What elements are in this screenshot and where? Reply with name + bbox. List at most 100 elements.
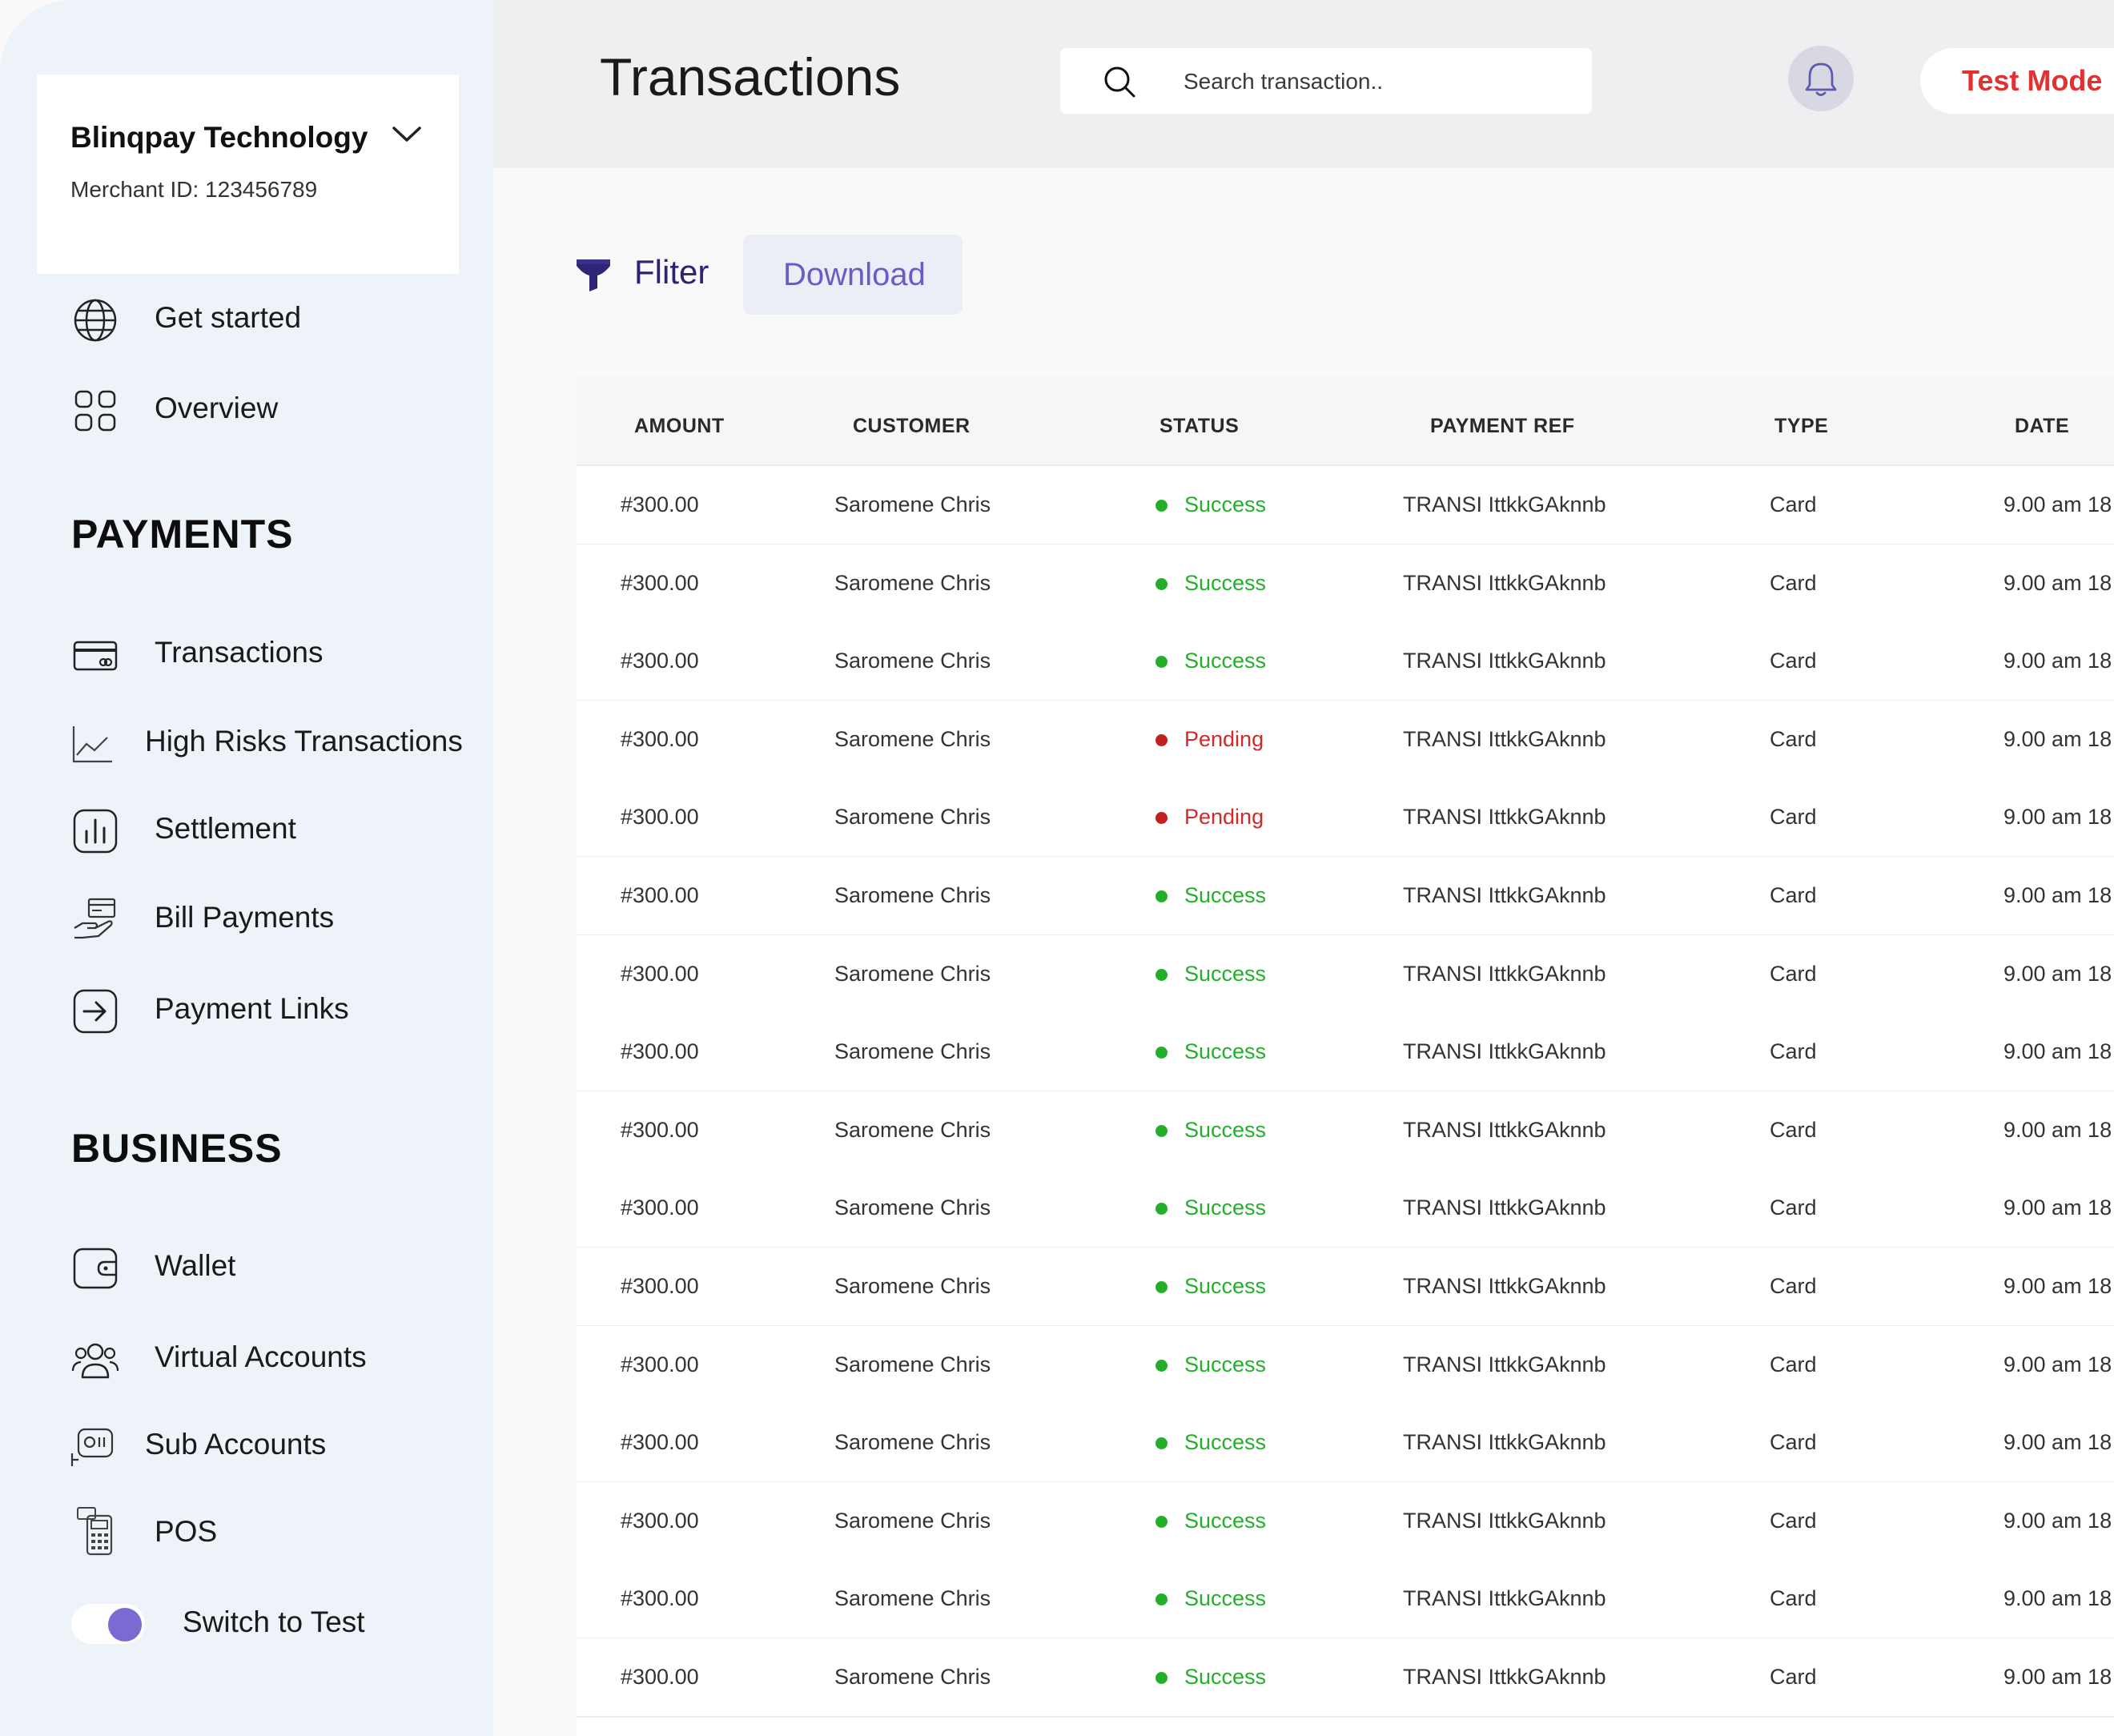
search-box[interactable] — [1060, 48, 1592, 115]
nav-item-pos[interactable]: POS — [0, 1506, 448, 1562]
status-badge: Success — [1184, 1586, 1267, 1611]
status-dot — [1155, 1203, 1168, 1216]
cell-date: 9.00 am 18 — [2003, 492, 2112, 516]
nav-item-high-risks-transactions[interactable]: High Risks Transactions — [0, 716, 472, 772]
nav-label-bill-payments: Bill Payments — [155, 901, 335, 934]
cell-payment-ref: TRANSI IttkkGAknnb — [1403, 883, 1606, 907]
cell-date: 9.00 am 18 — [2003, 961, 2112, 986]
pos-icon — [77, 1507, 113, 1556]
merchant-switcher[interactable]: Blinqpay Technology Merchant ID: 1234567… — [37, 74, 459, 274]
cell-type: Card — [1770, 1274, 1817, 1298]
notifications-button[interactable] — [1788, 46, 1854, 111]
nav-item-overview[interactable]: Overview — [0, 383, 448, 439]
table-row[interactable]: #300.00 Saromene Chris Success TRANSI Ittkk… — [577, 1013, 2114, 1093]
table-row[interactable]: #300.00 Saromene Chris Pending TRANSI Ittkk… — [577, 700, 2114, 780]
cell-customer: Saromene Chris — [834, 1352, 991, 1376]
cell-type: Card — [1770, 1196, 1817, 1220]
chevron-down-icon[interactable] — [391, 124, 423, 145]
nav-item-transactions[interactable]: Transactions — [0, 627, 448, 683]
nav-item-virtual-accounts[interactable]: Virtual Accounts — [0, 1332, 448, 1388]
merchant-name: Blinqpay Technology — [70, 121, 368, 154]
nav-item-wallet[interactable]: Wallet — [0, 1240, 448, 1296]
table-row[interactable]: #300.00 Saromene Chris Success TRANSI Ittkk… — [577, 857, 2114, 936]
table-row[interactable]: #300.00 Saromene Chris Success TRANSI Ittkk… — [577, 1404, 2114, 1484]
cell-amount: #300.00 — [621, 1196, 699, 1220]
table-row[interactable]: #300.00 Saromene Chris Success TRANSI Ittkk… — [577, 1481, 2114, 1561]
status-badge: Success — [1184, 492, 1267, 516]
cell-date: 9.00 am 18 — [2003, 1196, 2112, 1220]
cell-type: Card — [1770, 883, 1817, 907]
users-icon — [71, 1343, 119, 1379]
cell-amount: #300.00 — [621, 492, 699, 516]
table-row[interactable]: #300.00 Saromene Chris Success TRANSI Ittkk… — [577, 622, 2114, 702]
cell-customer: Saromene Chris — [834, 1196, 991, 1220]
status-badge: Success — [1184, 1274, 1267, 1298]
nav-label-pos: POS — [155, 1515, 218, 1548]
test-mode-label: Test Mode — [1962, 64, 2103, 97]
search-input[interactable] — [1182, 48, 1569, 115]
status-dot — [1155, 733, 1168, 746]
status-dot — [1155, 1047, 1168, 1059]
table-row[interactable]: #300.00 Saromene Chris Success TRANSI Ittkk… — [577, 1638, 2114, 1718]
cell-date: 9.00 am 18 — [2003, 570, 2112, 595]
column-header-date[interactable]: DATE — [2015, 415, 2070, 437]
download-button[interactable]: Download — [743, 235, 963, 315]
cell-date: 9.00 am 18 — [2003, 1039, 2112, 1064]
column-header-amount[interactable]: AMOUNT — [634, 415, 725, 437]
table-row[interactable]: #300.00 Saromene Chris Success TRANSI Ittkk… — [577, 1169, 2114, 1249]
cell-customer: Saromene Chris — [834, 1430, 991, 1455]
nav-item-settlement[interactable]: Settlement — [0, 803, 448, 859]
cell-payment-ref: TRANSI IttkkGAknnb — [1403, 1586, 1606, 1611]
column-header-customer[interactable]: CUSTOMER — [853, 415, 971, 437]
table-row[interactable]: #300.00 Saromene Chris Success TRANSI Ittkk… — [577, 544, 2114, 624]
nav-item-sub-accounts[interactable]: Sub Accounts — [0, 1419, 448, 1475]
column-header-status[interactable]: STATUS — [1159, 415, 1240, 437]
cell-amount: #300.00 — [621, 1117, 699, 1142]
cell-payment-ref: TRANSI IttkkGAknnb — [1403, 1352, 1606, 1376]
status-badge: Success — [1184, 1508, 1267, 1533]
test-mode-toggle[interactable] — [71, 1604, 145, 1644]
cell-payment-ref: TRANSI IttkkGAknnb — [1403, 1039, 1606, 1064]
status-badge: Success — [1184, 1117, 1267, 1142]
cell-date: 9.00 am 18 — [2003, 1508, 2112, 1533]
filter-label[interactable]: Fliter — [634, 253, 709, 291]
status-badge: Pending — [1184, 726, 1264, 751]
test-mode-button[interactable]: Test Mode — [1920, 48, 2114, 114]
table-row[interactable]: #300.00 Saromene Chris Success TRANSI Ittkk… — [577, 466, 2114, 545]
cell-type: Card — [1770, 1352, 1817, 1376]
cell-amount: #300.00 — [621, 1430, 699, 1455]
table-row[interactable]: #300.00 Saromene Chris Success TRANSI Ittkk… — [577, 1091, 2114, 1171]
nav-label-wallet: Wallet — [155, 1249, 236, 1282]
cell-payment-ref: TRANSI IttkkGAknnb — [1403, 1117, 1606, 1142]
cell-date: 9.00 am 18 — [2003, 1274, 2112, 1298]
cell-date: 9.00 am 18 — [2003, 1117, 2112, 1142]
merchant-id: Merchant ID: 123456789 — [70, 177, 318, 202]
table-row[interactable]: #300.00 Saromene Chris Pending TRANSI Ittkk… — [577, 778, 2114, 858]
nav-label-high-risks-transactions: High Risks Transactions — [145, 725, 463, 757]
sidebar: Blinqpay Technology Merchant ID: 1234567… — [0, 0, 493, 1736]
cell-type: Card — [1770, 1665, 1817, 1689]
cell-type: Card — [1770, 1117, 1817, 1142]
nav-item-payment-links[interactable]: Payment Links — [0, 983, 448, 1039]
column-header-type[interactable]: TYPE — [1774, 415, 1829, 437]
table-row[interactable]: #300.00 Saromene Chris Success TRANSI Ittkk… — [577, 934, 2114, 1015]
nav-item-bill-payments[interactable]: Bill Payments — [0, 892, 448, 948]
arrow-right-box-icon — [73, 989, 118, 1034]
table-row[interactable]: #300.00 Saromene Chris Success TRANSI Ittkk… — [577, 1560, 2114, 1640]
bar-chart-icon — [73, 809, 118, 854]
cell-type: Card — [1770, 805, 1817, 830]
table-row[interactable]: #300.00 Saromene Chris Success TRANSI Ittkk… — [577, 1248, 2114, 1327]
cell-amount: #300.00 — [621, 649, 699, 673]
status-dot — [1155, 577, 1168, 590]
cell-amount: #300.00 — [621, 1039, 699, 1064]
cell-customer: Saromene Chris — [834, 1586, 991, 1611]
cell-payment-ref: TRANSI IttkkGAknnb — [1403, 570, 1606, 595]
status-badge: Success — [1184, 1665, 1267, 1689]
cell-payment-ref: TRANSI IttkkGAknnb — [1403, 961, 1606, 986]
nav-item-get-started[interactable]: Get started — [0, 292, 448, 348]
column-header-payment-ref[interactable]: PAYMENT REF — [1430, 415, 1575, 437]
table-row[interactable]: #300.00 Saromene Chris Success TRANSI Ittkk… — [577, 1325, 2114, 1405]
filter-icon[interactable] — [575, 256, 612, 293]
cell-amount: #300.00 — [621, 1274, 699, 1298]
globe-icon — [74, 299, 117, 342]
